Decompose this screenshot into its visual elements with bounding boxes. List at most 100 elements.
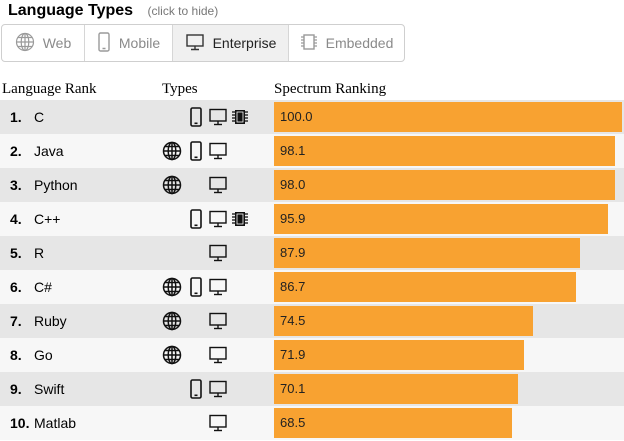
monitor-icon [208, 413, 228, 433]
globe-icon [15, 32, 35, 55]
rank-number: 2. [10, 143, 22, 159]
monitor-icon [208, 107, 228, 127]
language-type-filter-bar: Web Mobile Enterprise Embedded [1, 24, 405, 62]
ranking-value-label: 100.0 [280, 109, 313, 124]
language-name: R [34, 245, 45, 261]
monitor-icon [208, 345, 228, 365]
filter-embedded-button[interactable]: Embedded [289, 25, 404, 61]
hide-toggle-link[interactable]: (click to hide) [147, 4, 219, 18]
table-row[interactable]: 6. C# 86.7 [0, 270, 624, 304]
table-row[interactable]: 9. Swift 70.1 [0, 372, 624, 406]
filter-mobile-button[interactable]: Mobile [85, 25, 173, 61]
ranking-bar [274, 238, 580, 268]
rank-number: 1. [10, 109, 22, 125]
table-row[interactable]: 4. C++ 95.9 [0, 202, 624, 236]
language-name: C++ [34, 211, 61, 227]
bar-track: 86.7 [274, 270, 622, 304]
bar-track: 68.5 [274, 406, 622, 440]
globe-icon [162, 141, 182, 161]
globe-icon [162, 345, 182, 365]
language-name: Go [34, 347, 53, 363]
ranking-table: 1. C 100.0 2. Java 98.1 3. Python 98.0 4. C++ 95.9 5… [0, 100, 624, 440]
bar-track: 95.9 [274, 202, 622, 236]
column-header-rank: Language Rank [2, 81, 97, 97]
filter-mobile-label: Mobile [118, 35, 161, 51]
section-header: Language Types (click to hide) [8, 2, 218, 22]
ranking-value-label: 71.9 [280, 347, 306, 362]
section-title: Language Types [8, 2, 134, 19]
phone-icon [186, 107, 206, 127]
phone-icon [186, 209, 206, 229]
filter-enterprise-button[interactable]: Enterprise [173, 25, 289, 61]
ranking-value-label: 74.5 [280, 313, 306, 328]
language-name: Ruby [34, 313, 67, 329]
ranking-value-label: 95.9 [280, 211, 306, 226]
ranking-value-label: 68.5 [280, 415, 306, 430]
column-header-ranking: Spectrum Ranking [274, 81, 387, 97]
ranking-bar [274, 340, 525, 370]
phone-icon [186, 141, 206, 161]
language-name: C# [34, 279, 52, 295]
bar-track: 98.0 [274, 168, 622, 202]
rank-number: 4. [10, 211, 22, 227]
table-row[interactable]: 2. Java 98.1 [0, 134, 624, 168]
filter-enterprise-label: Enterprise [212, 35, 277, 51]
phone-icon [186, 379, 206, 399]
rank-number: 3. [10, 177, 22, 193]
monitor-icon [208, 209, 228, 229]
table-row[interactable]: 7. Ruby 74.5 [0, 304, 624, 338]
ranking-bar [274, 374, 518, 404]
phone-icon [186, 277, 206, 297]
language-name: Java [34, 143, 64, 159]
rank-number: 9. [10, 381, 22, 397]
bar-track: 87.9 [274, 236, 622, 270]
ranking-bar [274, 272, 576, 302]
rank-number: 5. [10, 245, 22, 261]
language-name: C [34, 109, 45, 125]
ranking-bar [274, 408, 513, 438]
rank-number: 8. [10, 347, 22, 363]
filter-web-label: Web [42, 35, 72, 51]
globe-icon [162, 175, 182, 195]
ranking-bar [274, 306, 534, 336]
phone-icon [97, 31, 111, 55]
monitor-icon [185, 32, 205, 55]
column-header-types: Types [162, 81, 198, 97]
monitor-icon [208, 243, 228, 263]
ranking-bar [274, 170, 616, 200]
bar-track: 71.9 [274, 338, 622, 372]
ranking-value-label: 98.1 [280, 143, 306, 158]
bar-track: 74.5 [274, 304, 622, 338]
rank-number: 10. [10, 415, 30, 431]
bar-track: 98.1 [274, 134, 622, 168]
rank-number: 6. [10, 279, 22, 295]
monitor-icon [208, 141, 228, 161]
filter-embedded-label: Embedded [325, 35, 394, 51]
monitor-icon [208, 379, 228, 399]
table-row[interactable]: 8. Go 71.9 [0, 338, 624, 372]
bar-track: 70.1 [274, 372, 622, 406]
table-row[interactable]: 1. C 100.0 [0, 100, 624, 134]
table-row[interactable]: 3. Python 98.0 [0, 168, 624, 202]
ranking-value-label: 98.0 [280, 177, 306, 192]
ranking-value-label: 70.1 [280, 381, 306, 396]
language-name: Matlab [34, 415, 77, 431]
ranking-value-label: 86.7 [280, 279, 306, 294]
chip-icon [230, 209, 250, 229]
ranking-bar [274, 102, 622, 132]
monitor-icon [208, 311, 228, 331]
table-row[interactable]: 5. R 87.9 [0, 236, 624, 270]
chip-icon [300, 32, 318, 55]
bar-track: 100.0 [274, 100, 622, 134]
language-name: Swift [34, 381, 65, 397]
filter-web-button[interactable]: Web [2, 25, 85, 61]
ranking-bar [274, 204, 608, 234]
chip-icon [230, 107, 250, 127]
language-name: Python [34, 177, 78, 193]
ranking-value-label: 87.9 [280, 245, 306, 260]
rank-number: 7. [10, 313, 22, 329]
table-row[interactable]: 10. Matlab 68.5 [0, 406, 624, 440]
monitor-icon [208, 175, 228, 195]
ranking-bar [274, 136, 616, 166]
monitor-icon [208, 277, 228, 297]
